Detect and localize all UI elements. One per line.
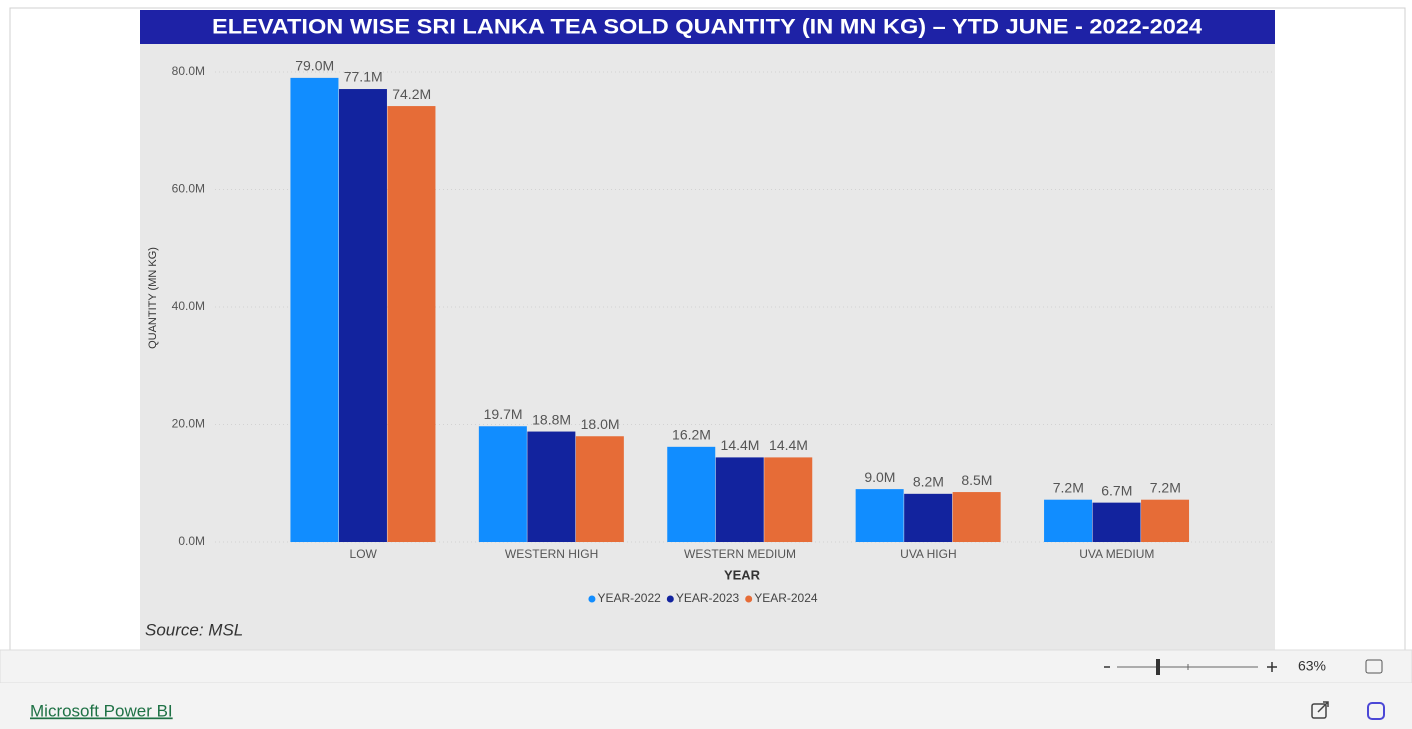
bar <box>855 489 904 542</box>
data-label: 18.0M <box>581 416 620 432</box>
data-label: 74.2M <box>392 86 431 102</box>
zoom-thumb[interactable] <box>1156 659 1160 675</box>
power-bi-link[interactable]: Microsoft Power BI <box>30 701 173 720</box>
bar <box>527 431 576 542</box>
data-label: 9.0M <box>864 469 895 485</box>
x-tick-label: WESTERN HIGH <box>505 547 598 561</box>
bar <box>715 457 764 542</box>
bar <box>575 436 624 542</box>
footer <box>0 683 1412 729</box>
source-note: Source: MSL <box>145 620 243 639</box>
legend-label: YEAR-2023 <box>676 591 740 605</box>
bar <box>290 77 339 542</box>
fullscreen-button[interactable] <box>1367 702 1385 720</box>
bar <box>764 457 813 542</box>
bar <box>478 426 527 542</box>
legend-marker <box>666 595 674 603</box>
legend-marker <box>745 595 753 603</box>
data-label: 8.2M <box>913 474 944 490</box>
legend-label: YEAR-2022 <box>597 591 661 605</box>
x-tick-label: UVA HIGH <box>900 547 956 561</box>
data-label: 77.1M <box>344 69 383 85</box>
data-label: 14.4M <box>721 437 760 453</box>
y-tick-label: 20.0M <box>172 417 205 431</box>
data-label: 19.7M <box>484 406 523 422</box>
data-label: 79.0M <box>295 58 334 74</box>
data-label: 7.2M <box>1150 479 1181 495</box>
x-tick-label: WESTERN MEDIUM <box>684 547 796 561</box>
x-tick-label: UVA MEDIUM <box>1079 547 1154 561</box>
fit-page-button[interactable] <box>1365 659 1383 674</box>
x-tick-label: LOW <box>350 547 378 561</box>
y-tick-label: 40.0M <box>172 299 205 313</box>
share-button[interactable] <box>1311 701 1329 719</box>
bar <box>338 89 387 542</box>
bar <box>904 493 953 542</box>
data-label: 7.2M <box>1053 479 1084 495</box>
bar <box>667 446 716 542</box>
data-label: 14.4M <box>769 437 808 453</box>
bar <box>1092 502 1141 542</box>
y-axis-title: QUANTITY (MN KG) <box>147 247 159 349</box>
data-label: 6.7M <box>1101 482 1132 498</box>
y-tick-label: 60.0M <box>172 182 205 196</box>
y-tick-label: 0.0M <box>178 534 205 548</box>
title-bar <box>140 10 1275 44</box>
bar <box>1141 499 1190 542</box>
data-label: 8.5M <box>961 472 992 488</box>
bar <box>1044 499 1093 542</box>
zoom-in[interactable] <box>1267 662 1277 672</box>
legend-label: YEAR-2024 <box>754 591 818 605</box>
zoom-level: 63% <box>1298 658 1326 674</box>
bar <box>387 106 436 542</box>
bar <box>952 492 1001 542</box>
y-tick-label: 80.0M <box>172 64 205 78</box>
data-label: 18.8M <box>532 411 571 427</box>
legend-marker <box>588 595 596 603</box>
data-label: 16.2M <box>672 427 711 443</box>
x-axis-title: YEAR <box>724 567 761 582</box>
chart-title: ELEVATION WISE SRI LANKA TEA SOLD QUANTI… <box>212 16 1202 39</box>
